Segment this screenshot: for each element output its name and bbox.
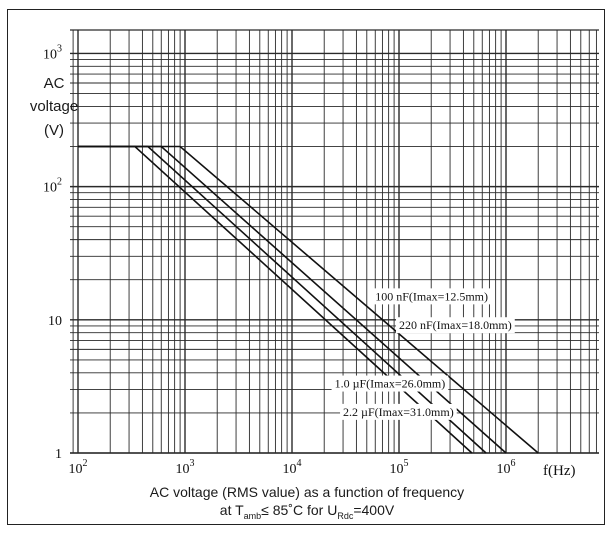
series-label: 1.0 µF(Imax=26.0mm) [335,377,446,391]
series-label-background [372,288,492,305]
series-label-background [396,317,515,334]
caption-mid: ≤ 85˚C for U [261,502,338,518]
y-tick-label: 102 [43,177,62,196]
chart-frame: 100 nF(Imax=12.5mm) 220 nF(Imax=18.0mm) 1.… [7,9,605,525]
caption-subscript-amb: amb [243,510,262,521]
series-label: 220 nF(Imax=18.0mm) [399,318,512,332]
caption-prefix: at T [219,502,244,518]
x-tick-label: 102 [69,458,88,477]
y-axis-label-line-2: voltage [29,98,79,115]
y-axis-label-line-3: (V) [44,122,64,139]
x-tick-label: 106 [497,458,516,477]
chart-caption-line-1: AC voltage (RMS value) as a function of … [149,484,465,500]
caption-subscript-rdc: Rdc [337,510,354,521]
x-tick-label: 105 [390,458,409,477]
x-tick-label: 104 [283,458,302,477]
chart-caption-line-2: at Tamb≤ 85˚C for URdc=400V [8,502,606,521]
caption-suffix: =400V [353,502,395,518]
series-label: 2.2 µF(Imax=31.0mm) [343,405,454,419]
series-label: 100 nF(Imax=12.5mm) [375,289,488,303]
x-axis-label: f(Hz) [543,463,575,479]
series-label-background [331,375,449,392]
chart-svg: 100 nF(Imax=12.5mm) 220 nF(Imax=18.0mm) 1.… [43,29,599,479]
y-tick-label: 103 [43,43,62,62]
y-tick-label: 10 [48,314,62,329]
series-line-4 [78,145,473,454]
y-axis-label-line-1: AC [43,75,65,92]
series-label-background [340,403,457,420]
x-tick-label: 103 [176,458,195,477]
y-tick-label: 1 [55,447,62,462]
